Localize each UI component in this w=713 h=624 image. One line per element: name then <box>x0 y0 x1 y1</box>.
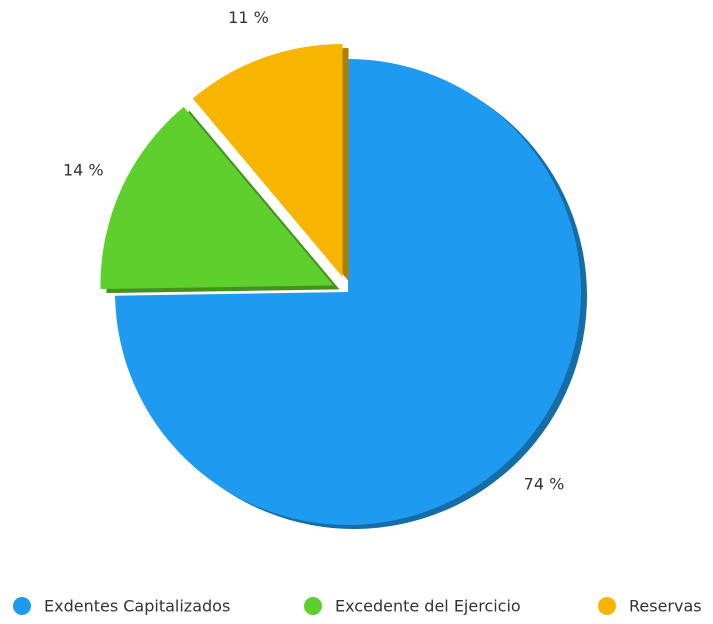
legend: Exdentes Capitalizados Excedente del Ejer… <box>13 597 702 616</box>
data-label: 74 % <box>524 474 565 493</box>
legend-label: Excedente del Ejercicio <box>335 597 521 616</box>
slice <box>100 106 334 290</box>
data-label: 14 % <box>63 161 104 180</box>
legend-swatch <box>304 597 322 615</box>
legend-swatch <box>598 597 616 615</box>
legend-label: Exdentes Capitalizados <box>44 597 230 616</box>
legend-label: Reservas <box>629 597 702 616</box>
slice <box>192 43 343 277</box>
data-label: 11 % <box>228 8 269 27</box>
legend-swatch <box>13 597 31 615</box>
slice <box>115 59 581 525</box>
pie <box>100 43 587 529</box>
